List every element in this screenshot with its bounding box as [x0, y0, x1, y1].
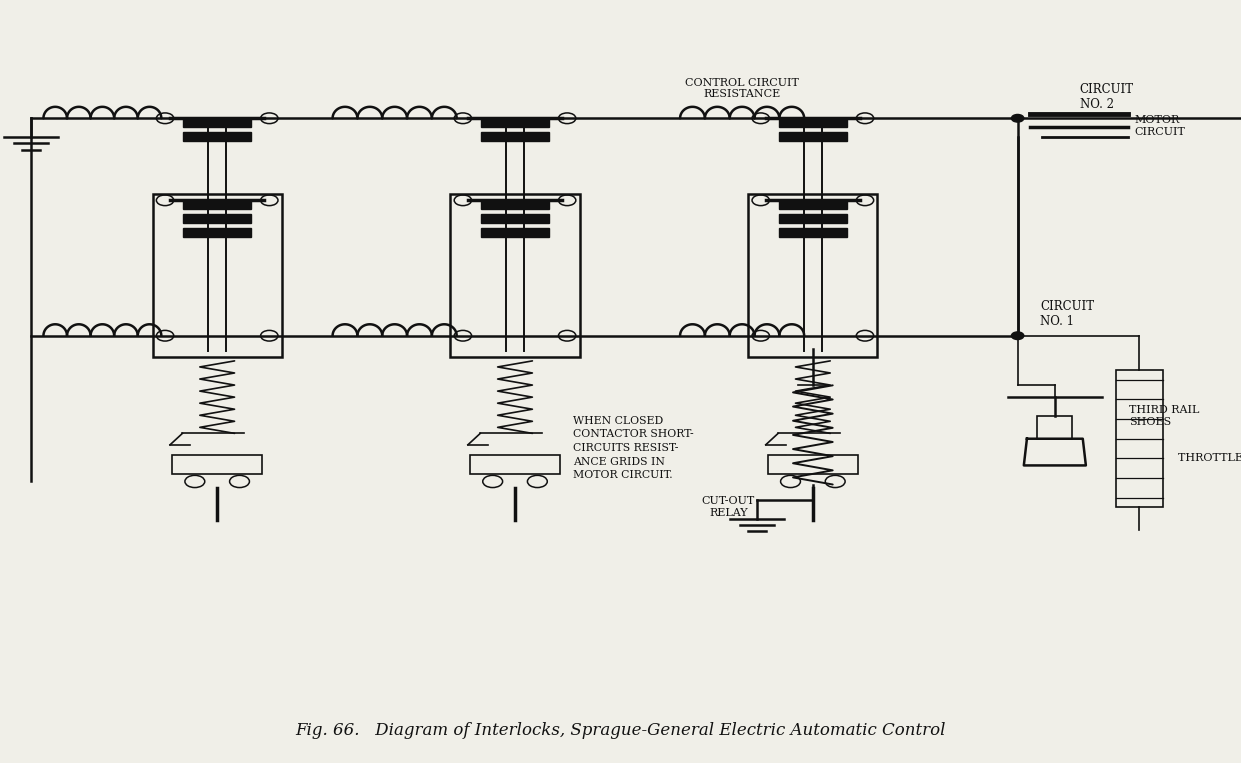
Text: Fig. 66.   Diagram of Interlocks, Sprague-General Electric Automatic Control: Fig. 66. Diagram of Interlocks, Sprague-… [295, 722, 946, 739]
Bar [480, 118, 549, 127]
Text: MOTOR
CIRCUIT: MOTOR CIRCUIT [1134, 115, 1185, 137]
Bar [480, 132, 549, 141]
Bar [779, 214, 848, 223]
Bar [184, 214, 251, 223]
Bar [184, 200, 251, 209]
Bar [768, 455, 858, 474]
Text: CUT-OUT
RELAY: CUT-OUT RELAY [702, 496, 755, 517]
Text: THIRD RAIL
SHOES: THIRD RAIL SHOES [1129, 405, 1200, 427]
Bar [480, 200, 549, 209]
Text: WHEN CLOSED
CONTACTOR SHORT-
CIRCUITS RESIST-
ANCE GRIDS IN
MOTOR CIRCUIT.: WHEN CLOSED CONTACTOR SHORT- CIRCUITS RE… [573, 416, 694, 480]
Bar [172, 455, 262, 474]
Bar [779, 132, 848, 141]
Bar [184, 132, 251, 141]
Bar [779, 227, 848, 237]
Text: THROTTLE RELAY: THROTTLE RELAY [1178, 452, 1241, 463]
Text: CIRCUIT
NO. 1: CIRCUIT NO. 1 [1040, 300, 1095, 328]
Bar [470, 455, 560, 474]
Bar [779, 200, 848, 209]
Bar [748, 194, 877, 357]
Text: CONTROL CIRCUIT
RESISTANCE: CONTROL CIRCUIT RESISTANCE [685, 78, 799, 99]
Bar [450, 194, 580, 357]
Bar [1037, 416, 1072, 439]
Bar [779, 118, 848, 127]
Circle shape [1011, 114, 1024, 122]
Bar [480, 214, 549, 223]
Bar [184, 118, 251, 127]
Text: CIRCUIT
NO. 2: CIRCUIT NO. 2 [1080, 82, 1134, 111]
Circle shape [1011, 332, 1024, 340]
Bar [153, 194, 282, 357]
Bar [480, 227, 549, 237]
Bar [184, 227, 251, 237]
Bar [1116, 370, 1163, 507]
